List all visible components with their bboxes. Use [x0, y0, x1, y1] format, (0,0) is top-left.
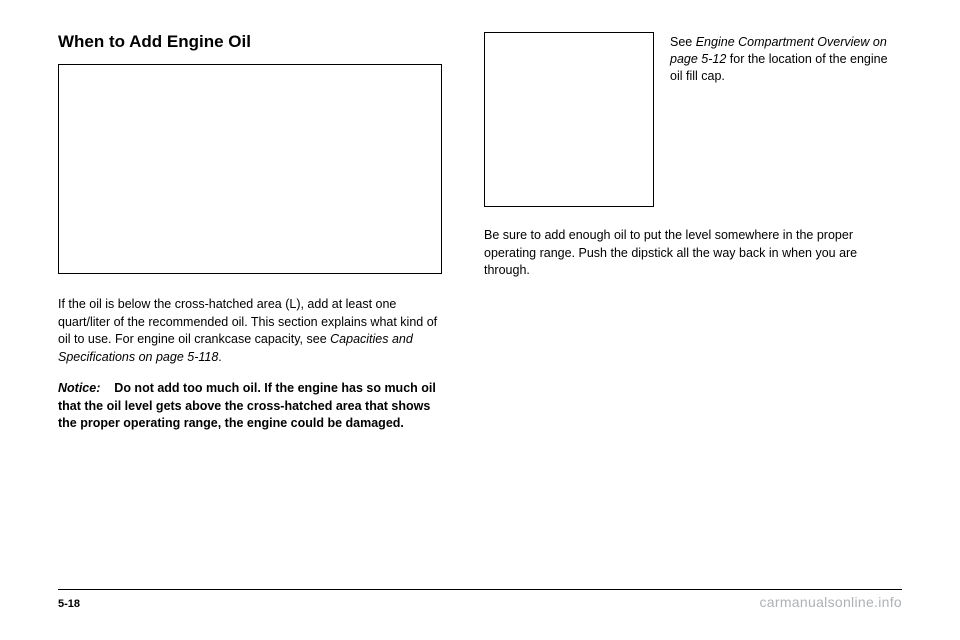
notice-label: Notice: — [58, 381, 100, 395]
paragraph-oil-low: If the oil is below the cross-hatched ar… — [58, 296, 448, 366]
notice-body: Do not add too much oil. If the engine h… — [58, 381, 436, 430]
manual-page: When to Add Engine Oil If the oil is bel… — [0, 0, 960, 640]
section-title: When to Add Engine Oil — [58, 32, 448, 52]
spacer — [104, 381, 111, 395]
notice-paragraph: Notice: Do not add too much oil. If the … — [58, 380, 448, 433]
page-footer: 5-18 carmanualsonline.info — [58, 589, 902, 610]
watermark: carmanualsonline.info — [760, 594, 903, 610]
figure-with-caption: See Engine Compartment Overview on page … — [484, 32, 902, 207]
left-column: When to Add Engine Oil If the oil is bel… — [58, 32, 448, 447]
figure-caption: See Engine Compartment Overview on page … — [670, 32, 902, 207]
paragraph-add-enough: Be sure to add enough oil to put the lev… — [484, 227, 902, 280]
page-number: 5-18 — [58, 598, 80, 610]
figure-dipstick-range — [58, 64, 442, 274]
text: See — [670, 35, 696, 49]
columns: When to Add Engine Oil If the oil is bel… — [58, 32, 902, 447]
right-column: See Engine Compartment Overview on page … — [484, 32, 902, 447]
figure-oil-cap — [484, 32, 654, 207]
text: . — [218, 350, 221, 364]
